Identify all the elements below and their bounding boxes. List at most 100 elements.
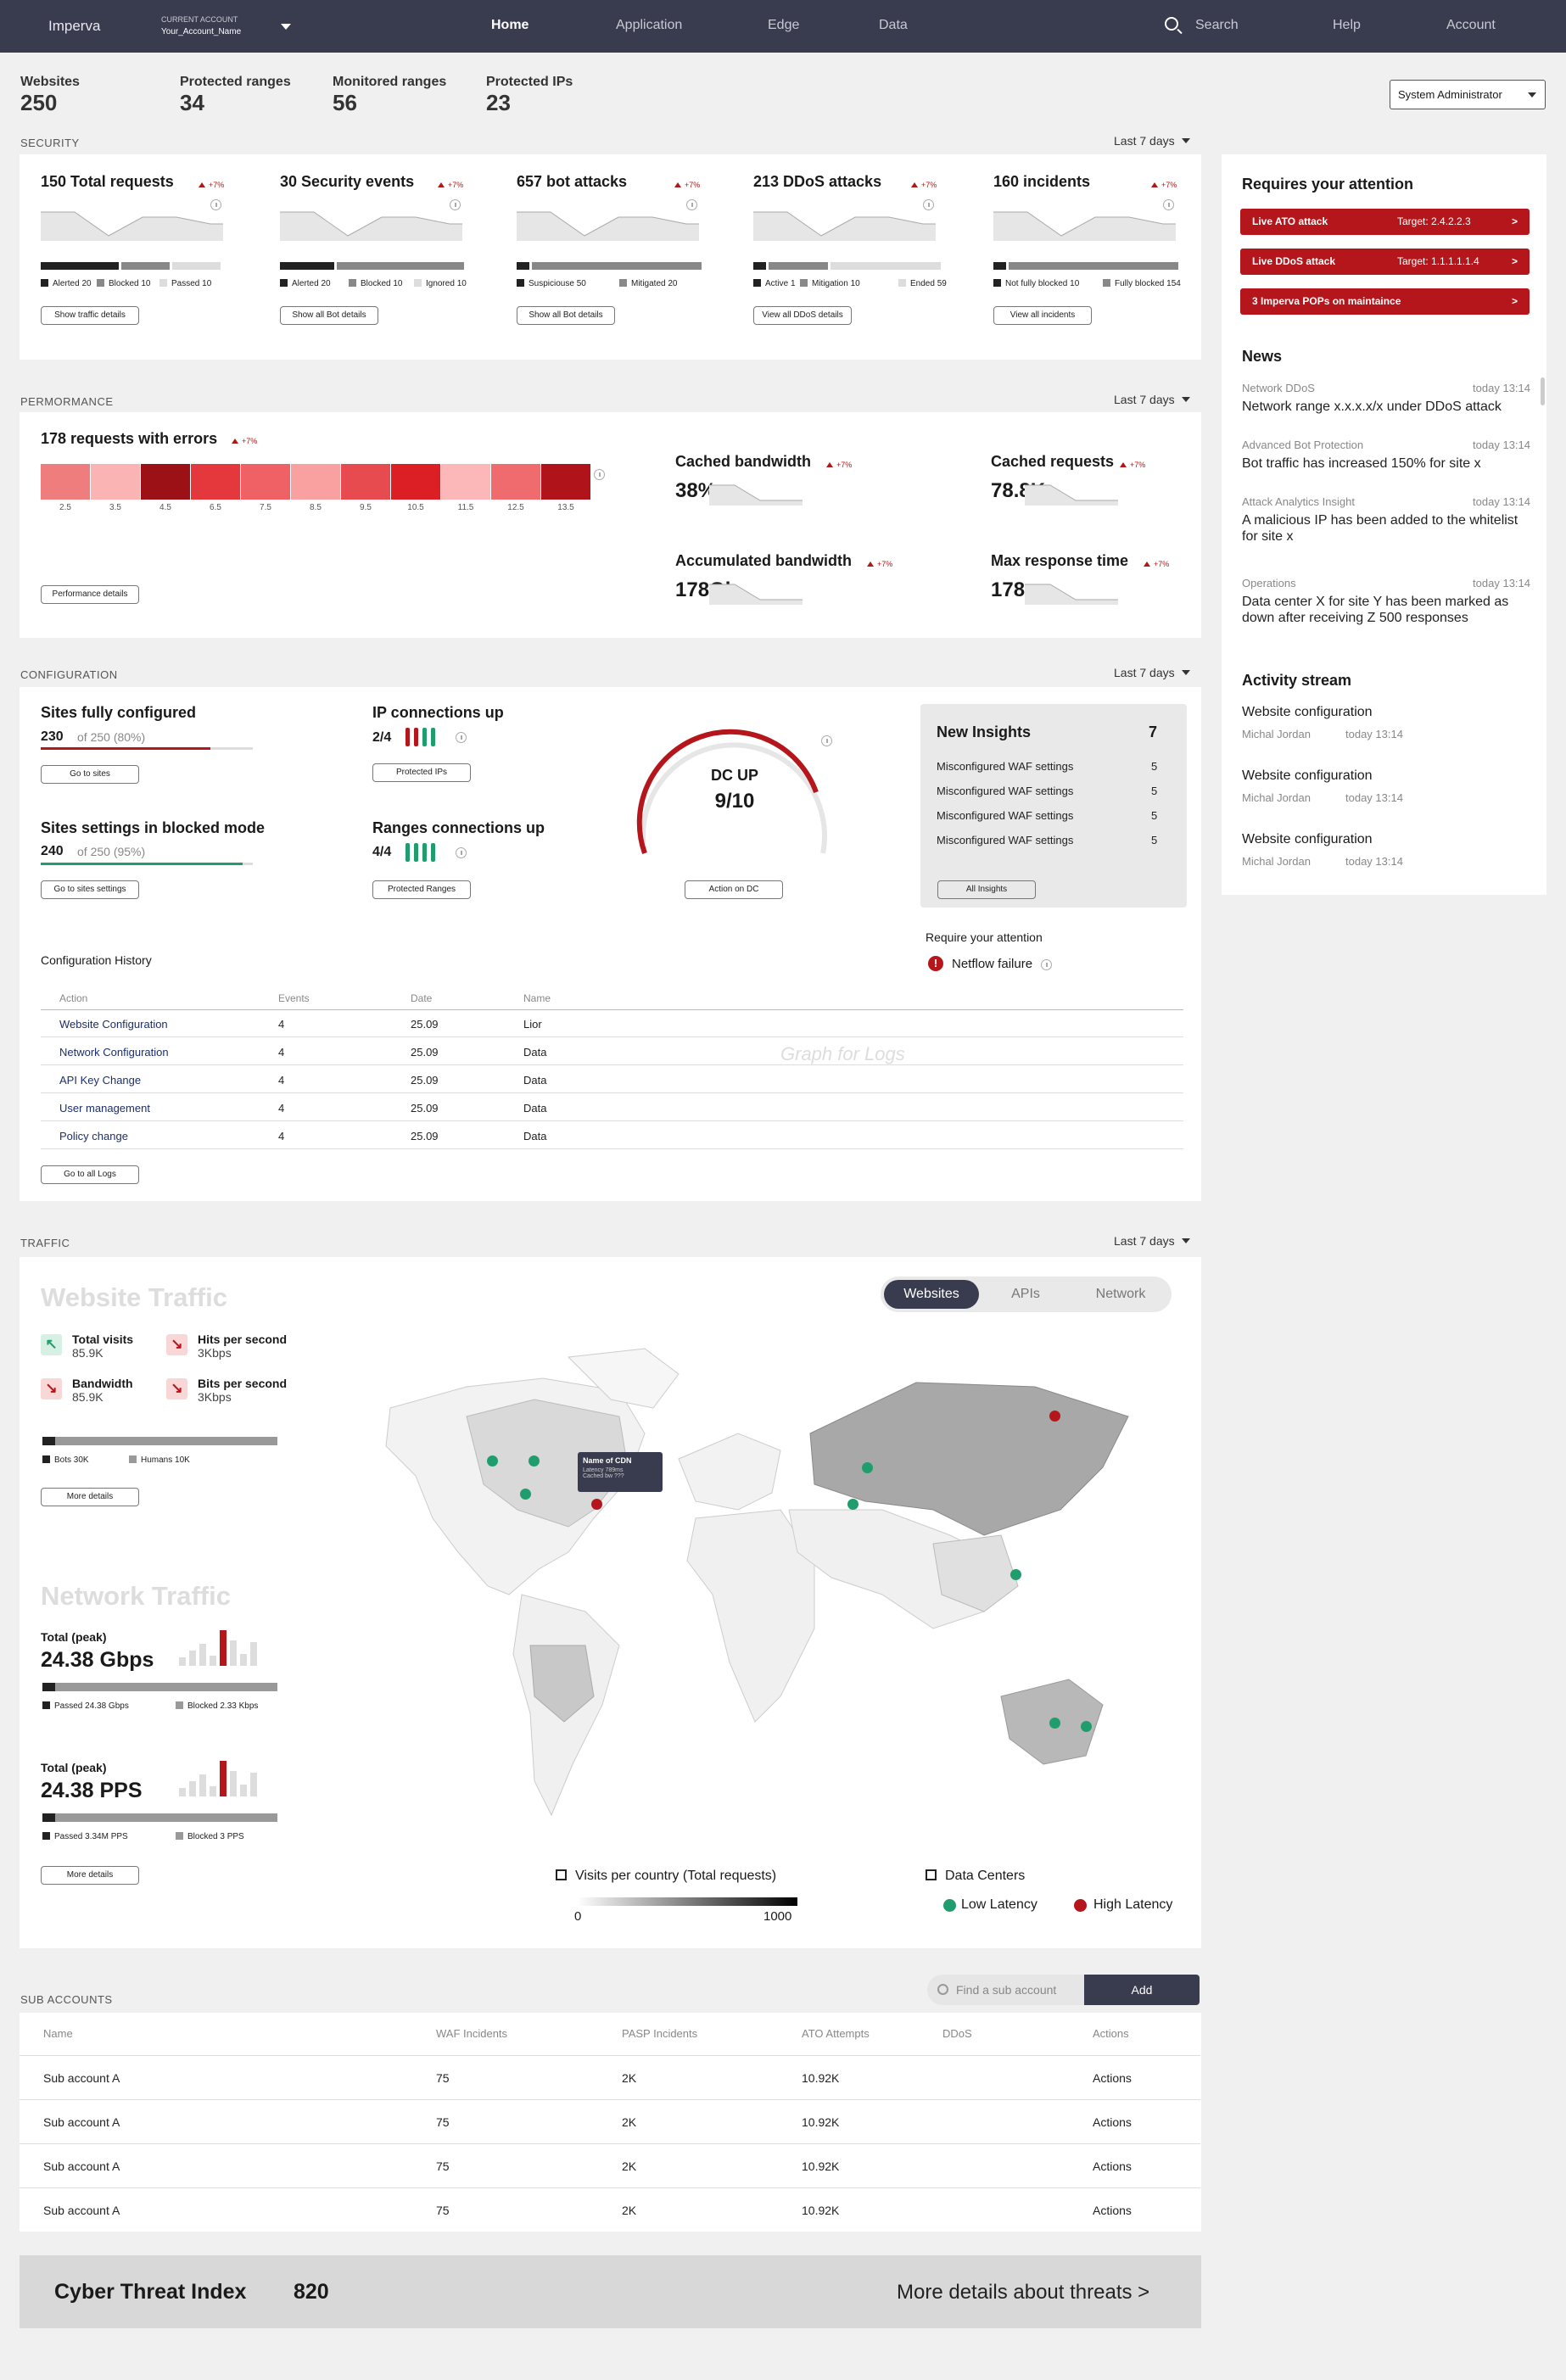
heatmap-cell[interactable] [91, 464, 140, 500]
info-icon[interactable] [450, 199, 461, 210]
data-center-dot[interactable] [1049, 1718, 1060, 1729]
all-insights-button[interactable]: All Insights [937, 880, 1036, 899]
nav-account[interactable]: Account [1446, 18, 1496, 32]
go-to-all-logs-button[interactable]: Go to all Logs [41, 1165, 139, 1184]
activity-item[interactable]: Website configuration [1242, 768, 1373, 783]
info-icon[interactable] [686, 199, 697, 210]
history-cell[interactable]: API Key Change [59, 1074, 142, 1087]
data-center-dot[interactable] [862, 1462, 873, 1473]
sub-account-cell[interactable]: Sub account A [43, 2071, 120, 2085]
sub-account-search[interactable]: Find a sub account [927, 1975, 1084, 2005]
add-sub-account-button[interactable]: Add [1084, 1975, 1200, 2005]
data-center-dot[interactable] [847, 1499, 859, 1510]
alert-live-ato[interactable]: Live ATO attack Target: 2.4.2.2.3 > [1240, 209, 1530, 235]
security-details-button[interactable]: Show all Bot details [280, 306, 378, 325]
heatmap-cell[interactable] [491, 464, 540, 500]
action-on-dc-button[interactable]: Action on DC [685, 880, 783, 899]
news-item[interactable]: Advanced Bot Protection today 13:14 Bot tr… [1242, 439, 1530, 471]
sub-account-cell[interactable]: Sub account A [43, 2204, 120, 2217]
security-details-button[interactable]: View all incidents [993, 306, 1092, 325]
heatmap-cell[interactable] [141, 464, 190, 500]
netflow-failure-link[interactable]: Netflow failure [952, 957, 1033, 971]
data-center-dot[interactable] [1010, 1569, 1021, 1580]
performance-details-button[interactable]: Performance details [41, 585, 139, 604]
row-actions-link[interactable]: Actions [1093, 2115, 1132, 2129]
account-name[interactable]: Your_Account_Name [161, 27, 242, 36]
security-details-button[interactable]: Show all Bot details [517, 306, 615, 325]
network-more-details-button[interactable]: More details [41, 1866, 139, 1885]
go-to-sites-settings-button[interactable]: Go to sites settings [41, 880, 139, 899]
protected-ranges-button[interactable]: Protected Ranges [372, 880, 471, 899]
heatmap-cell[interactable] [291, 464, 340, 500]
info-icon[interactable] [210, 199, 221, 210]
data-center-dot[interactable] [520, 1489, 531, 1500]
nav-data[interactable]: Data [879, 18, 908, 32]
heatmap-cell[interactable] [41, 464, 90, 500]
history-cell[interactable]: Website Configuration [59, 1018, 168, 1031]
history-cell[interactable]: User management [59, 1102, 150, 1115]
search-icon[interactable] [1165, 17, 1178, 31]
role-select[interactable]: System Administrator [1390, 80, 1546, 109]
heatmap-cell[interactable] [441, 464, 490, 500]
sub-account-row[interactable]: Sub account A 75 2K 10.92K Actions [20, 2143, 1200, 2187]
data-center-dot[interactable] [1081, 1721, 1092, 1732]
world-map[interactable] [339, 1340, 1205, 1832]
insight-item-label[interactable]: Misconfigured WAF settings [937, 785, 1074, 797]
tab-apis[interactable]: APIs [1011, 1287, 1040, 1301]
tab-network[interactable]: Network [1095, 1287, 1146, 1301]
data-center-dot[interactable] [529, 1455, 540, 1467]
info-icon[interactable] [923, 199, 934, 210]
sub-account-row[interactable]: Sub account A 75 2K 10.92K Actions [20, 2055, 1200, 2099]
insight-item-label[interactable]: Misconfigured WAF settings [937, 834, 1074, 846]
tab-websites[interactable]: Websites [903, 1287, 959, 1301]
security-period-select[interactable]: Last 7 days [1114, 134, 1190, 148]
info-icon[interactable] [456, 847, 467, 858]
heatmap-cell[interactable] [241, 464, 290, 500]
performance-period-select[interactable]: Last 7 days [1114, 393, 1190, 406]
activity-item[interactable]: Website configuration [1242, 832, 1373, 846]
activity-item[interactable]: Website configuration [1242, 705, 1373, 719]
account-dropdown-icon[interactable] [281, 24, 291, 30]
heatmap-cell[interactable] [341, 464, 390, 500]
news-item[interactable]: Operations today 13:14 Data center X for s… [1242, 577, 1530, 625]
history-row[interactable]: API Key Change 4 25.09 Data [41, 1065, 1183, 1093]
sub-account-row[interactable]: Sub account A 75 2K 10.92K Actions [20, 2187, 1200, 2232]
go-to-sites-button[interactable]: Go to sites [41, 765, 139, 784]
history-row[interactable]: Website Configuration 4 25.09 Lior [41, 1009, 1183, 1037]
insight-item-label[interactable]: Misconfigured WAF settings [937, 809, 1074, 822]
info-icon[interactable] [456, 732, 467, 743]
visits-checkbox[interactable] [556, 1869, 567, 1880]
history-cell[interactable]: Network Configuration [59, 1046, 169, 1059]
sub-account-row[interactable]: Sub account A 75 2K 10.92K Actions [20, 2099, 1200, 2143]
history-row[interactable]: Policy change 4 25.09 Data [41, 1121, 1183, 1149]
data-center-dot[interactable] [487, 1455, 498, 1467]
heatmap-cell[interactable] [391, 464, 440, 500]
data-centers-checkbox[interactable] [926, 1869, 937, 1880]
info-icon[interactable] [1163, 199, 1174, 210]
nav-help[interactable]: Help [1333, 18, 1361, 32]
info-icon[interactable] [594, 469, 605, 480]
sub-account-cell[interactable]: Sub account A [43, 2159, 120, 2173]
configuration-period-select[interactable]: Last 7 days [1114, 666, 1190, 679]
heatmap-cell[interactable] [191, 464, 240, 500]
security-details-button[interactable]: Show traffic details [41, 306, 139, 325]
row-actions-link[interactable]: Actions [1093, 2159, 1132, 2173]
news-item[interactable]: Network DDoS today 13:14 Network range x.x… [1242, 382, 1530, 414]
protected-ips-button[interactable]: Protected IPs [372, 763, 471, 782]
data-center-dot[interactable] [1049, 1411, 1060, 1422]
traffic-period-select[interactable]: Last 7 days [1114, 1234, 1190, 1248]
info-icon[interactable] [1041, 959, 1052, 970]
nav-application[interactable]: Application [616, 18, 683, 32]
history-row[interactable]: User management 4 25.09 Data [41, 1093, 1183, 1121]
row-actions-link[interactable]: Actions [1093, 2071, 1132, 2085]
data-center-dot[interactable] [591, 1499, 602, 1510]
row-actions-link[interactable]: Actions [1093, 2204, 1132, 2217]
security-details-button[interactable]: View all DDoS details [753, 306, 852, 325]
website-more-details-button[interactable]: More details [41, 1488, 139, 1506]
alert-live-ddos[interactable]: Live DDoS attack Target: 1.1.1.1.1.4 > [1240, 249, 1530, 275]
nav-home[interactable]: Home [491, 18, 529, 32]
threat-details-link[interactable]: More details about threats > [897, 2281, 1150, 2304]
news-scrollbar[interactable] [1541, 377, 1545, 405]
history-cell[interactable]: Policy change [59, 1130, 128, 1143]
heatmap-cell[interactable] [541, 464, 590, 500]
